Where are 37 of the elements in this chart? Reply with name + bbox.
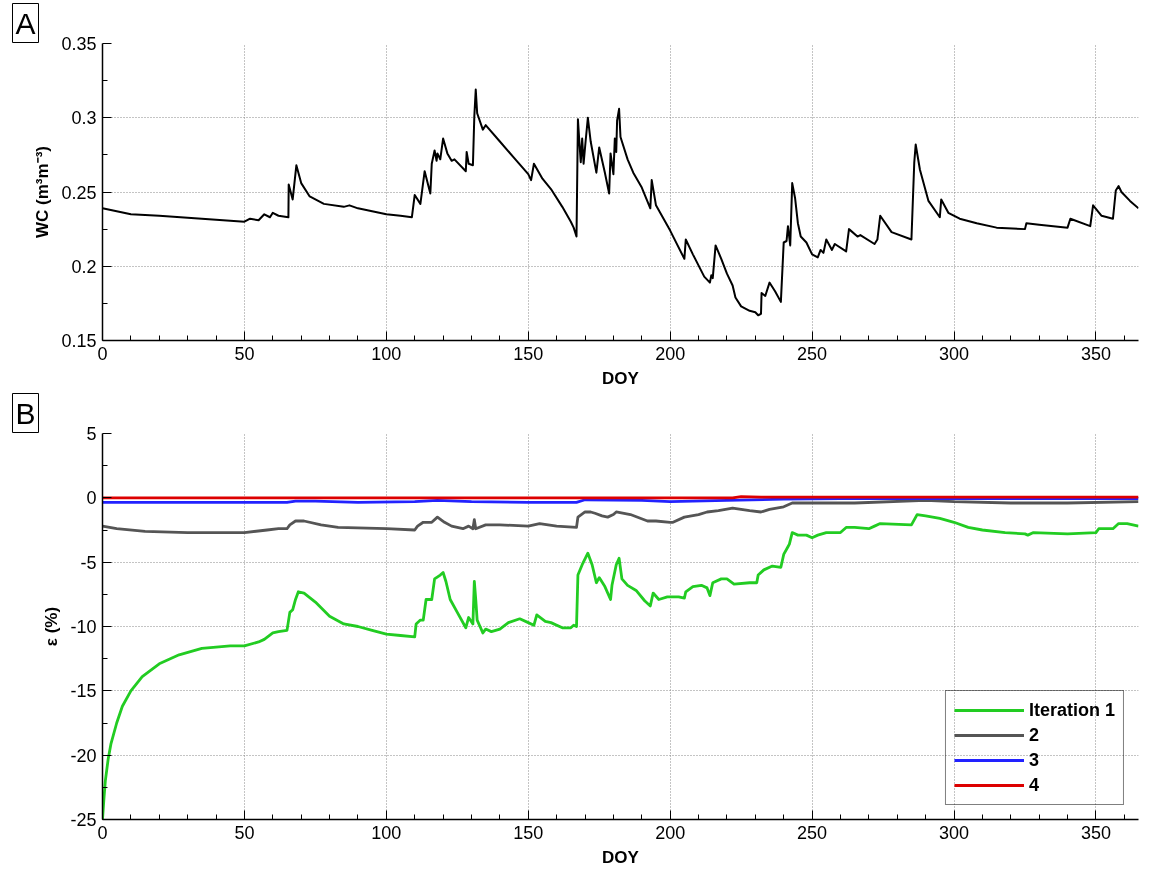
y-tick-label: -20 (70, 745, 97, 766)
x-tick-label: 300 (938, 822, 970, 843)
chart-title: B (15, 396, 36, 430)
y-tick-label: 0 (86, 488, 97, 509)
y-axis-title: WC (m³m⁻³) (33, 146, 53, 238)
y-tick-label: 0.2 (71, 256, 97, 277)
x-tick-label: 350 (1080, 822, 1111, 843)
chart-title: A (15, 6, 36, 40)
x-tick-label: 50 (234, 343, 255, 364)
y-tick-label: 0.15 (61, 331, 97, 351)
line-series (102, 499, 1139, 534)
legend-label: 3 (1028, 749, 1040, 771)
y-tick-label: 0.3 (71, 108, 97, 129)
x-tick-label: 50 (234, 822, 255, 843)
legend-label: 2 (1028, 724, 1040, 746)
x-tick-label: 200 (655, 822, 686, 843)
x-axis-title: DOY (602, 368, 640, 388)
x-tick-label: 150 (513, 822, 544, 843)
x-tick-label: 150 (513, 343, 544, 364)
y-tick-label: -15 (70, 681, 97, 702)
legend-label: Iteration 1 (1028, 699, 1115, 721)
x-axis-title: DOY (602, 847, 640, 867)
y-tick-label: -5 (80, 552, 97, 573)
y-tick-label: -10 (70, 617, 97, 637)
y-tick-label: 0.35 (61, 34, 97, 54)
x-tick-label: 350 (1080, 343, 1111, 364)
x-tick-label: 300 (938, 343, 970, 364)
x-tick-label: 200 (655, 343, 686, 364)
x-tick-label: 250 (797, 822, 828, 843)
y-tick-label: 0.25 (61, 182, 97, 203)
y-axis-title: ε (%) (42, 606, 62, 647)
legend-label: 4 (1028, 774, 1040, 796)
x-tick-label: 250 (797, 343, 828, 364)
y-tick-label: -25 (70, 810, 97, 830)
y-tick-label: 5 (86, 424, 97, 444)
x-tick-label: 100 (371, 343, 402, 364)
x-tick-label: 100 (371, 822, 402, 843)
